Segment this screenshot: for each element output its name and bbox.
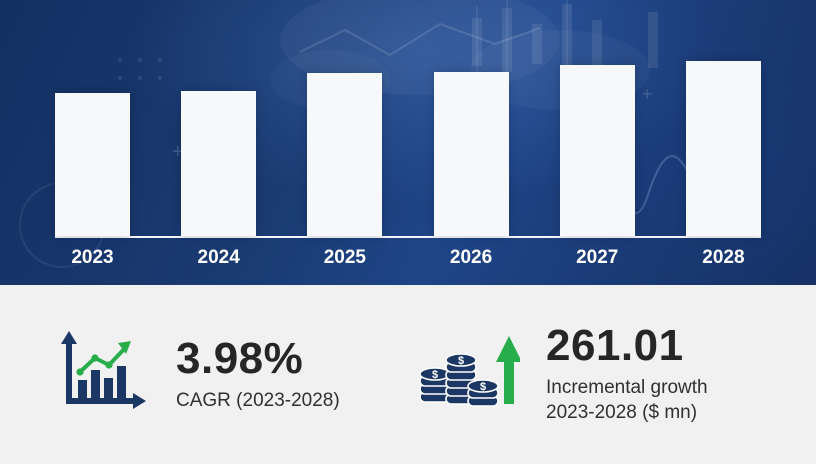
svg-text:$: $ [458,355,464,367]
bar-2025 [307,73,383,236]
stats-section: 3.98% CAGR (2023-2028) $ [0,285,816,464]
bar-2024 [181,91,257,236]
year-label-2024: 2024 [197,247,240,268]
year-label-2023: 2023 [71,247,114,268]
x-axis [55,236,761,238]
cagr-label: CAGR (2023-2028) [176,389,340,411]
coin-stacks-icon: $ $ $ [416,328,522,421]
year-label-2026: 2026 [449,247,493,268]
x-axis-labels: 2023 2024 2025 2026 2027 2028 [55,247,761,269]
bar-2027 [559,65,635,236]
cagr-value: 3.98% [176,333,304,383]
bar-chart: 2023 2024 2025 2026 2027 2028 [55,61,761,269]
incremental-growth-value: 261.01 [546,321,684,371]
cagr-stat: 3.98% CAGR (2023-2028) [0,328,408,421]
incremental-growth-label: Incremental growth 2023-2028 ($ mn) [546,377,708,424]
bars-row [55,61,761,236]
svg-text:$: $ [480,381,486,393]
growth-chart-icon [56,328,148,421]
year-label-2028: 2028 [702,247,745,268]
svg-text:$: $ [432,369,438,381]
year-label-2025: 2025 [323,247,367,268]
up-arrow-icon [496,336,522,404]
bar-2026 [433,72,509,236]
incremental-growth-stat: $ $ $ [408,323,816,426]
chart-section: + + 2023 2024 2025 2026 2027 2028 [0,0,816,285]
svg-text:+: + [642,84,653,104]
bar-2023 [55,93,130,236]
bar-2028 [685,61,761,236]
background-decoration: + + [172,84,746,234]
year-label-2027: 2027 [576,247,619,268]
svg-text:+: + [172,141,184,163]
